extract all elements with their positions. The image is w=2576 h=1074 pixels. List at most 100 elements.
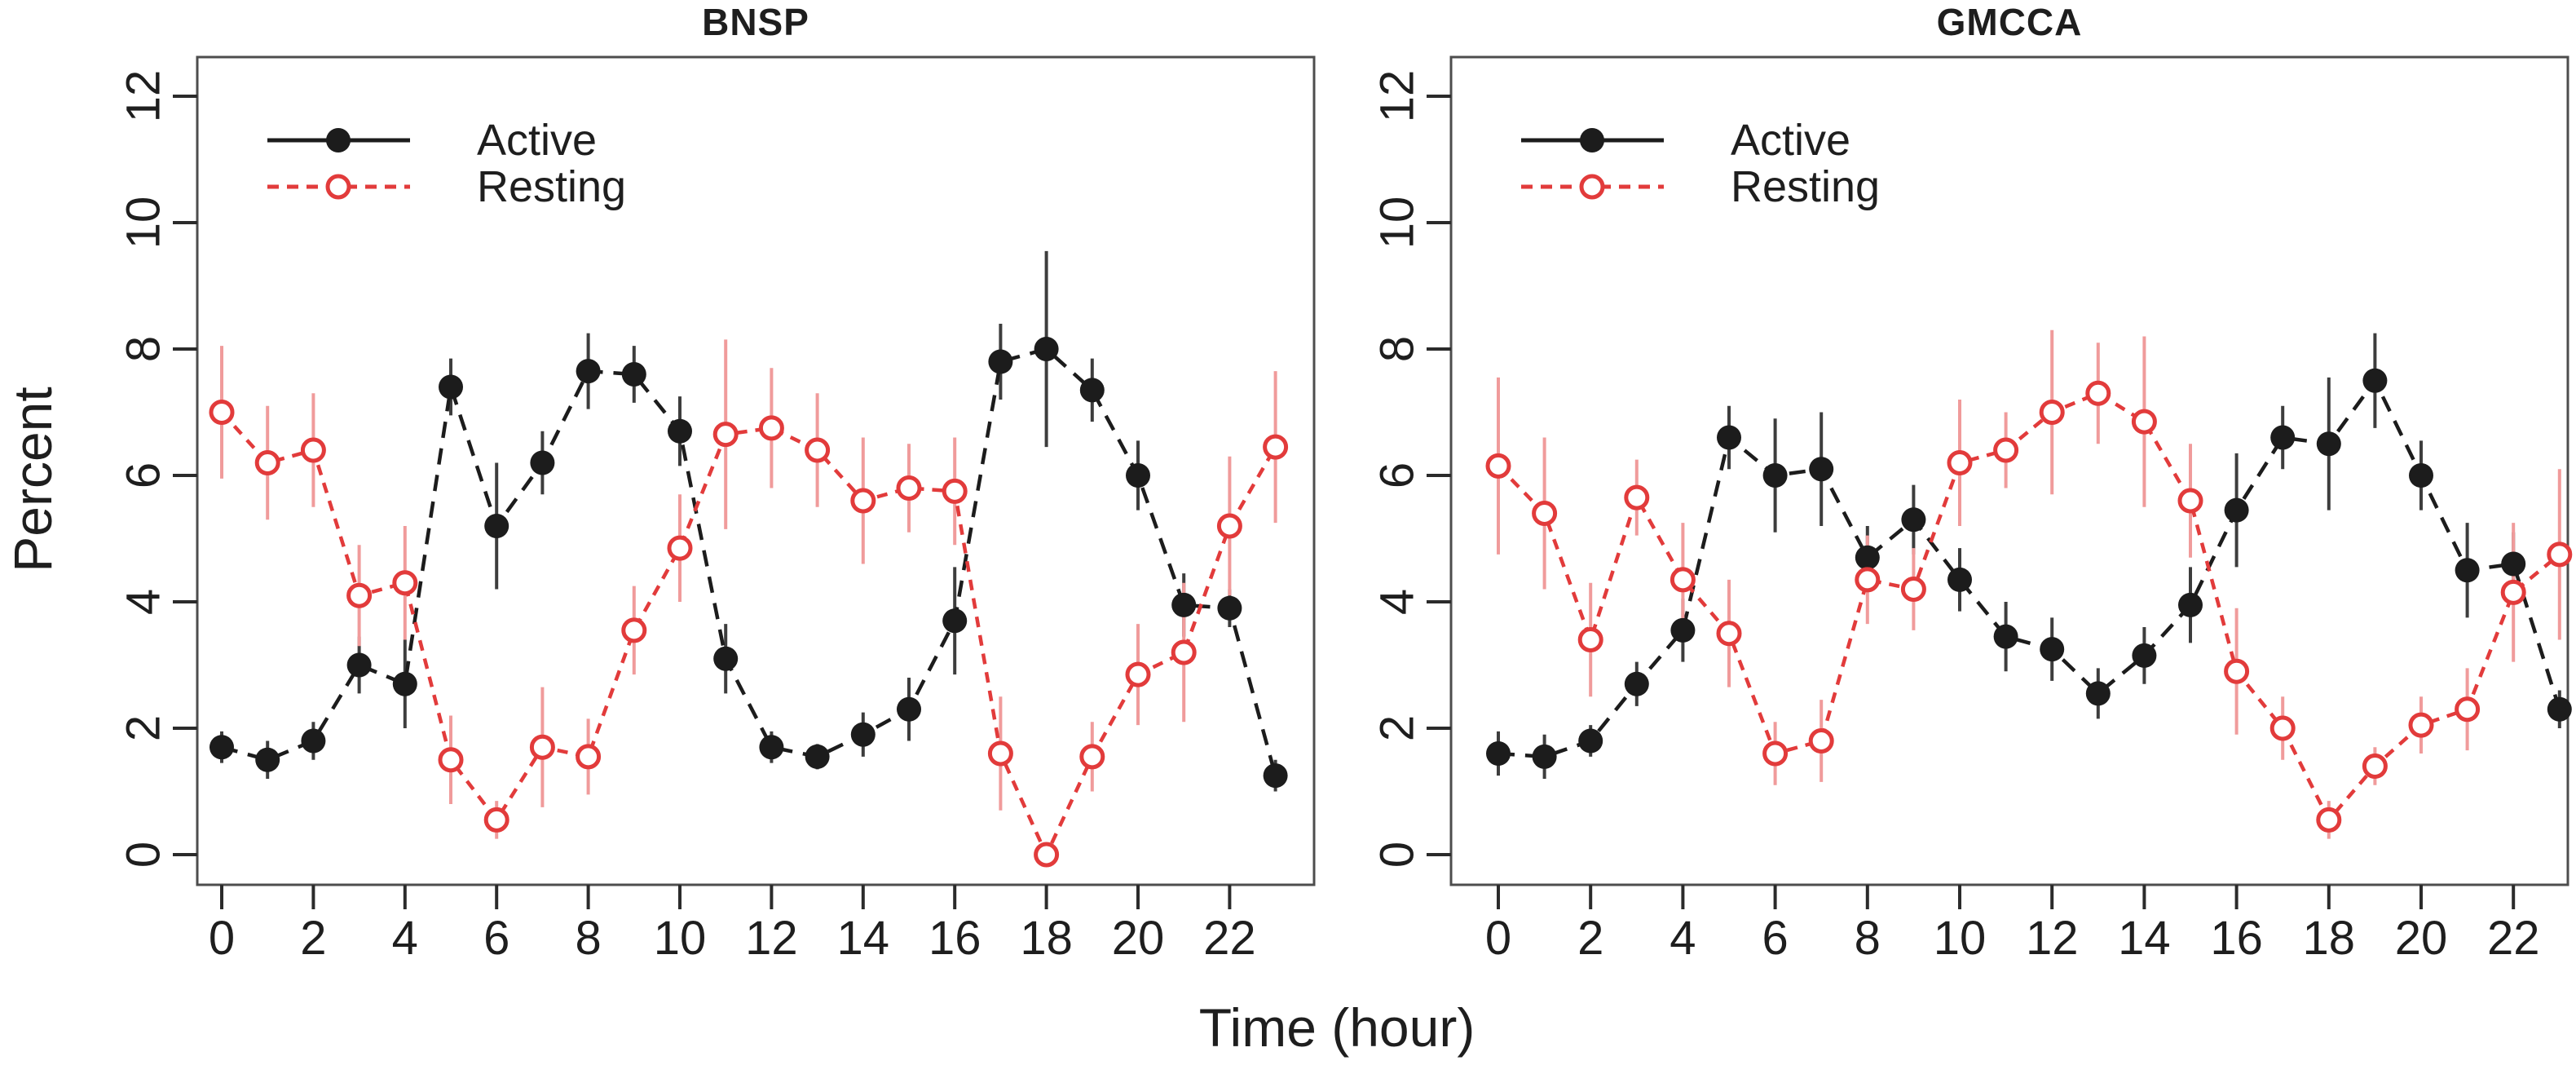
gmcca-xtick-label-6: 6 (1762, 912, 1788, 965)
bnsp-ytick-label-0: 0 (117, 842, 170, 868)
bnsp-resting-point-h9 (621, 617, 647, 643)
gmcca-resting-point-h0 (1485, 453, 1511, 479)
gmcca-resting-point-h21 (2455, 696, 2481, 723)
bnsp-xtick-label-12: 12 (745, 912, 798, 965)
bnsp-resting-point-h11 (712, 422, 739, 448)
bnsp-ytick-label-4: 4 (117, 589, 170, 615)
gmcca-active-point-h3 (1624, 671, 1649, 696)
gmcca-xtick-label-4: 4 (1670, 912, 1696, 965)
gmcca-active-point-h15 (2178, 592, 2203, 617)
legend-row-resting: Resting (1521, 163, 1880, 210)
gmcca-resting-point-h15 (2177, 488, 2203, 514)
active-line-sample-icon (1521, 127, 1664, 152)
panel-title-gmcca: GMCCA (1936, 1, 2083, 43)
gmcca-resting-point-h5 (1716, 621, 1742, 647)
bnsp-active-point-h2 (301, 728, 326, 754)
bnsp-resting-point-h2 (300, 437, 326, 463)
gmcca-resting-point-h10 (1947, 450, 1973, 475)
gmcca-resting-point-h16 (2224, 658, 2250, 684)
gmcca-active-point-h11 (1993, 624, 2018, 649)
gmcca-resting-point-h7 (1808, 728, 1834, 754)
bnsp-resting-point-h23 (1263, 434, 1289, 460)
bnsp-resting-point-h3 (346, 582, 373, 608)
bnsp-ytick-label-10: 10 (117, 197, 170, 250)
gmcca-resting-point-h17 (2269, 715, 2296, 741)
gmcca-xtick-label-20: 20 (2395, 912, 2448, 965)
bnsp-xtick-label-4: 4 (392, 912, 418, 965)
bnsp-active-point-h19 (1079, 378, 1105, 403)
gmcca-resting-point-h3 (1624, 484, 1650, 510)
bnsp-xtick-label-2: 2 (300, 912, 326, 965)
y-axis-title: Percent (2, 387, 63, 572)
bnsp-xtick-label-8: 8 (575, 912, 601, 965)
bnsp-plot-box (196, 55, 1316, 886)
gmcca-active-point-h21 (2455, 558, 2480, 583)
bnsp-ytick-label-8: 8 (117, 336, 170, 362)
gmcca-resting-point-h18 (2316, 807, 2342, 833)
gmcca-resting-point-h2 (1577, 627, 1603, 652)
gmcca-active-point-h0 (1486, 741, 1511, 766)
bnsp-active-point-h9 (621, 362, 646, 387)
gmcca-xtick-label-18: 18 (2303, 912, 2356, 965)
gmcca-ytick-label-2: 2 (1370, 715, 1423, 741)
bnsp-active-point-h5 (439, 374, 463, 400)
gmcca-active-point-h12 (2040, 637, 2065, 662)
gmcca-resting-point-h12 (2039, 400, 2065, 425)
bnsp-ytick-label-6: 6 (117, 462, 170, 488)
gmcca-resting-point-h22 (2500, 579, 2526, 605)
bnsp-resting-point-h7 (529, 734, 555, 760)
bnsp-resting-point-h18 (1034, 842, 1060, 868)
bnsp-resting-point-h4 (392, 570, 418, 596)
gmcca-xtick-label-0: 0 (1485, 912, 1511, 965)
gmcca-resting-point-h6 (1762, 740, 1789, 767)
bnsp-resting-point-h0 (209, 400, 235, 425)
bnsp-active-point-h21 (1171, 592, 1197, 617)
bnsp-active-point-h23 (1263, 763, 1288, 789)
bnsp-resting-point-h6 (483, 807, 509, 833)
bnsp-active-point-h20 (1126, 463, 1150, 488)
gmcca-ytick-label-12: 12 (1370, 70, 1423, 123)
bnsp-resting-point-h17 (987, 740, 1013, 767)
gmcca-active-point-h18 (2316, 431, 2341, 457)
gmcca-resting-point-h13 (2085, 380, 2111, 406)
gmcca-active-point-h6 (1762, 463, 1788, 488)
bnsp-active-point-h18 (1034, 337, 1059, 361)
bnsp-resting-point-h13 (805, 437, 831, 463)
gmcca-active-point-h23 (2547, 696, 2572, 722)
gmcca-active-point-h16 (2224, 497, 2249, 523)
bnsp-active-point-h22 (1217, 595, 1242, 621)
bnsp-resting-point-h20 (1125, 661, 1151, 687)
gmcca-active-point-h5 (1717, 425, 1741, 450)
gmcca-active-point-h17 (2270, 425, 2296, 450)
legend-row-active: Active (1521, 117, 1880, 163)
legend-label-active: Active (477, 115, 598, 165)
bnsp-resting-point-h16 (942, 478, 968, 504)
bnsp-resting-point-h14 (850, 488, 876, 514)
gmcca-resting-point-h8 (1855, 567, 1881, 593)
gmcca-resting-point-h1 (1532, 501, 1558, 526)
gmcca-ytick-label-10: 10 (1370, 197, 1423, 250)
legend-label-resting: Resting (1731, 161, 1881, 211)
gmcca-active-point-h14 (2132, 643, 2157, 668)
gmcca-xtick-label-14: 14 (2118, 912, 2171, 965)
bnsp-active-point-h0 (210, 735, 234, 760)
gmcca-xtick-label-8: 8 (1855, 912, 1881, 965)
resting-line-sample-icon (1521, 174, 1664, 199)
legend-bnsp: Active Resting (267, 117, 626, 210)
bnsp-resting-point-h12 (758, 415, 784, 441)
bnsp-resting-point-h10 (667, 535, 693, 561)
gmcca-ytick-label-0: 0 (1370, 842, 1423, 868)
bnsp-ytick-label-12: 12 (117, 70, 170, 123)
gmcca-xtick-label-10: 10 (1934, 912, 1987, 965)
bnsp-active-point-h11 (713, 646, 739, 671)
active-line-sample-icon (267, 127, 410, 152)
bnsp-resting-point-h15 (896, 475, 922, 501)
gmcca-active-point-h4 (1670, 617, 1696, 643)
bnsp-active-point-h1 (255, 747, 280, 772)
gmcca-active-point-h19 (2362, 368, 2388, 393)
bnsp-active-point-h12 (759, 735, 784, 760)
bnsp-active-point-h15 (897, 696, 921, 722)
bnsp-active-point-h17 (988, 349, 1013, 374)
